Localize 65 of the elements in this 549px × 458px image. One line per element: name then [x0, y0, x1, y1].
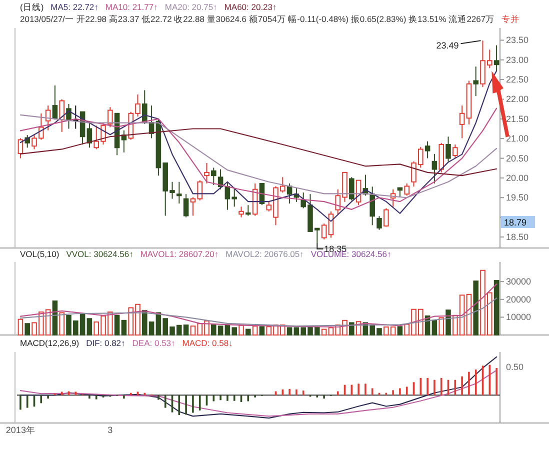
bar	[18, 318, 24, 336]
bar	[114, 314, 120, 336]
bar	[24, 323, 30, 336]
chart-subtitle: 2013/05/27/一 开22.98 高23.37 低22.72 收22.88 量30624.6 额7054万 幅-0.11(-0.48%) 振0.65(2.83%) 换13.51% 流通2267万	[20, 14, 495, 24]
candlestick	[432, 153, 438, 184]
y-tick-label: 10000	[506, 312, 532, 322]
y-tick-label: 30000	[506, 276, 532, 287]
y-tick-label: 18.50	[506, 232, 529, 242]
y-tick-label: 22.00	[506, 94, 529, 104]
candlestick	[176, 181, 182, 204]
text: MACD: 0.58↓	[182, 338, 233, 348]
y-tick-label: 21.00	[506, 134, 529, 144]
text: 0.50	[506, 362, 524, 372]
text: MA10: 21.77↑	[105, 2, 158, 12]
candlestick	[183, 194, 189, 218]
bar	[321, 328, 327, 336]
text: MAVOL1: 28607.20↑	[140, 249, 219, 259]
text: DEA: 0.53↑	[132, 338, 176, 348]
y-tick-label: 20.00	[506, 172, 529, 183]
bar	[238, 324, 244, 336]
y-tick-label: 20.50	[506, 153, 529, 164]
text: MAVOL2: 20676.05↑	[226, 249, 304, 259]
bar	[121, 320, 127, 336]
bar	[259, 326, 265, 336]
y-tick-label: 22.50	[506, 74, 529, 85]
chart-title: MACD(12,26,9)	[20, 338, 80, 348]
text: MA60: 20.23↑	[224, 2, 277, 12]
candlestick	[459, 105, 465, 139]
bar	[473, 280, 478, 336]
candlestick	[238, 206, 244, 218]
candlestick	[59, 98, 64, 132]
bar	[494, 280, 500, 336]
line-series	[20, 298, 498, 327]
y-tick-label: 21.50	[506, 114, 529, 124]
candlestick	[370, 186, 375, 226]
bar	[397, 326, 403, 336]
y-tick-label: 19.50	[506, 192, 529, 203]
chart-title: VOL(5,10)	[20, 249, 60, 259]
bar	[246, 328, 251, 336]
bar	[286, 327, 292, 336]
annotation: 23.49	[436, 40, 459, 51]
line-series	[20, 114, 498, 198]
text: 专并	[502, 14, 520, 24]
x-tick-label: 2013年	[6, 425, 35, 435]
line-series	[20, 108, 498, 210]
y-tick-label: 23.50	[506, 35, 529, 46]
text: 18.79	[504, 218, 527, 228]
bar	[252, 326, 258, 336]
text: DIF: 0.82↑	[86, 338, 126, 348]
bar	[86, 318, 92, 336]
x-tick-label: 3	[108, 425, 113, 435]
candlestick	[473, 66, 478, 97]
bar	[446, 310, 451, 336]
bar	[438, 317, 444, 336]
y-tick-label: 20000	[506, 294, 532, 304]
text: MA20: 20.75↑	[164, 2, 218, 12]
line-series	[20, 284, 498, 328]
bar	[432, 320, 438, 336]
text: VVOL: 30624.56↑	[66, 249, 134, 259]
y-tick-label: 23.00	[506, 54, 529, 65]
candlestick	[211, 167, 216, 186]
candlestick	[466, 80, 472, 125]
text: MA5: 22.72↑	[50, 2, 98, 12]
chart-title: (日线)	[20, 2, 44, 12]
bar	[59, 312, 64, 336]
